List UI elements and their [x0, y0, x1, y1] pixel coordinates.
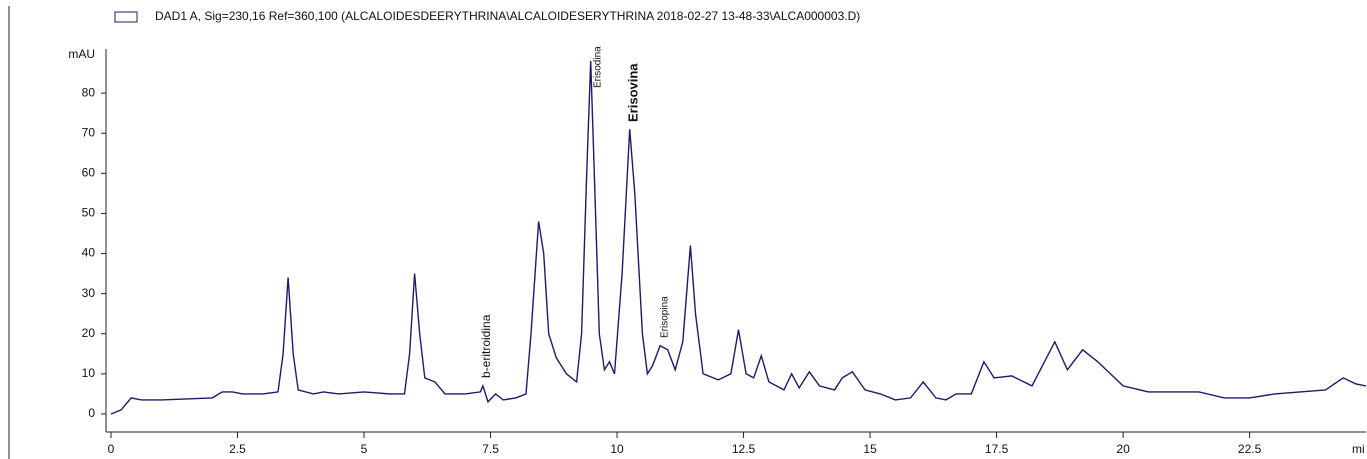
x-tick-label: 2.5	[229, 442, 246, 456]
y-tick-label: 80	[82, 85, 96, 99]
trace	[110, 60, 1367, 415]
y-tick-label: 30	[82, 286, 96, 300]
y-tick-label: 40	[82, 246, 96, 260]
peak-annotation: Erisovina	[625, 63, 640, 122]
peak-annotation: Erisopina	[660, 296, 671, 338]
x-tick-label: 22.5	[1238, 442, 1262, 456]
y-axis-label: mAU	[68, 47, 95, 61]
y-tick-label: 50	[82, 206, 96, 220]
x-tick-label: 15	[863, 442, 877, 456]
y-tick-label: 70	[82, 125, 96, 139]
x-tick-label: 5	[361, 442, 368, 456]
y-tick-label: 10	[82, 366, 96, 380]
x-tick-label: 20	[1116, 442, 1130, 456]
legend-swatch	[114, 11, 138, 23]
peak-annotation: Erisodina	[593, 46, 604, 88]
peak-annotation: b-eritroidina	[479, 314, 493, 378]
y-tick-label: 60	[82, 165, 96, 179]
x-tick-label: 17.5	[985, 442, 1009, 456]
y-tick-label: 0	[88, 406, 95, 420]
legend-label: DAD1 A, Sig=230,16 Ref=360,100 (ALCALOID…	[155, 9, 860, 23]
x-tick-label: 12.5	[732, 442, 756, 456]
y-tick-label: 20	[82, 326, 96, 340]
x-axis-label: mi	[1352, 442, 1365, 456]
x-tick-label: 0	[108, 442, 115, 456]
x-tick-label: 7.5	[482, 442, 499, 456]
x-tick-label: 10	[610, 442, 624, 456]
